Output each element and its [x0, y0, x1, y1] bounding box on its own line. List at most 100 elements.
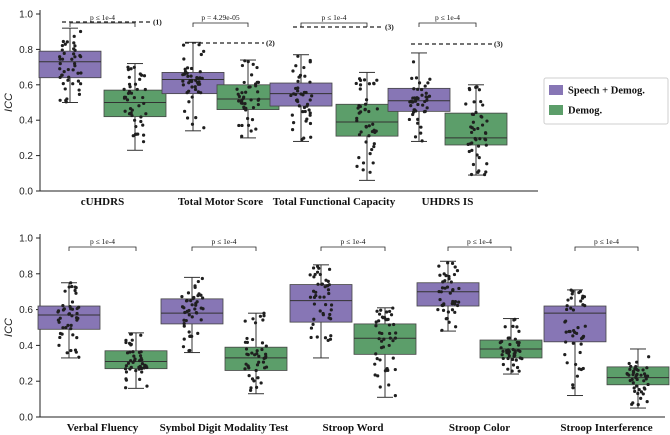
data-point: [188, 348, 192, 353]
data-point: [245, 336, 249, 341]
data-point: [416, 96, 420, 101]
data-point: [565, 361, 569, 365]
data-point: [320, 282, 324, 286]
data-point: [75, 311, 79, 316]
data-point: [485, 162, 489, 166]
data-point: [628, 367, 632, 371]
data-point: [375, 309, 379, 313]
data-point: [182, 337, 186, 341]
data-point: [124, 338, 128, 342]
box-demog: [606, 366, 670, 386]
data-point: [60, 48, 64, 52]
data-point: [126, 65, 130, 69]
data-point: [474, 85, 478, 89]
data-point: [138, 77, 142, 81]
data-point: [629, 364, 633, 369]
data-point: [468, 88, 472, 92]
data-point: [301, 93, 305, 97]
significance-bracket: [300, 22, 368, 27]
significance-bracket: [192, 22, 249, 27]
data-point: [73, 48, 77, 52]
data-point: [569, 296, 573, 300]
data-point: [63, 289, 67, 293]
p-value-label: p ≤ 1e-4: [341, 237, 366, 246]
data-point: [483, 131, 488, 135]
data-point: [453, 300, 458, 304]
data-point: [140, 361, 145, 366]
data-point: [425, 106, 429, 110]
data-point: [76, 71, 80, 75]
data-point: [361, 161, 366, 165]
data-point: [455, 269, 460, 273]
data-point: [308, 113, 312, 117]
data-point: [472, 100, 476, 104]
data-point: [510, 369, 514, 373]
data-point: [511, 363, 516, 367]
data-point: [357, 111, 361, 115]
data-point: [514, 358, 518, 362]
y-tick-label: 0.6: [19, 305, 33, 316]
data-point: [579, 342, 583, 346]
y-tick-label: 0.2: [19, 151, 33, 162]
data-point: [79, 71, 83, 75]
data-point: [76, 79, 81, 83]
data-point: [69, 281, 73, 285]
data-point: [633, 367, 637, 371]
data-point: [138, 358, 142, 363]
data-point: [503, 325, 507, 329]
data-point: [579, 336, 584, 341]
data-point: [391, 356, 395, 360]
data-point: [578, 350, 582, 355]
data-point: [455, 303, 460, 308]
data-point: [645, 366, 649, 370]
data-point: [237, 99, 241, 103]
significance-bracket: [191, 246, 257, 251]
data-point: [583, 324, 587, 328]
data-point: [58, 55, 62, 59]
data-point: [185, 66, 190, 70]
data-point: [446, 310, 450, 314]
data-point: [635, 360, 639, 364]
data-point: [74, 291, 78, 295]
data-point: [327, 291, 331, 296]
data-point: [124, 364, 129, 368]
data-point: [422, 110, 427, 114]
data-point: [202, 49, 206, 53]
data-point: [325, 284, 330, 288]
data-point: [254, 84, 258, 88]
data-point: [202, 126, 206, 130]
data-point: [467, 149, 471, 154]
data-point: [251, 106, 256, 110]
data-point: [124, 370, 129, 374]
data-point: [410, 76, 414, 80]
data-point: [633, 389, 637, 393]
data-point: [392, 322, 396, 327]
data-point: [197, 292, 201, 296]
data-point: [367, 82, 372, 86]
data-point: [60, 57, 65, 61]
data-point: [257, 354, 261, 358]
data-point: [145, 384, 149, 388]
data-point: [416, 87, 420, 91]
data-point: [182, 322, 186, 326]
data-point: [437, 264, 441, 268]
data-point: [296, 99, 300, 104]
data-point: [67, 285, 71, 289]
data-point: [447, 277, 451, 281]
data-point: [300, 137, 304, 142]
data-point: [135, 87, 139, 92]
data-point: [141, 95, 145, 100]
data-point: [260, 341, 265, 345]
data-point: [142, 366, 146, 370]
data-point: [440, 303, 444, 307]
data-point: [70, 284, 74, 289]
p-value-label: p ≤ 1e-4: [212, 237, 237, 246]
data-point: [565, 304, 569, 308]
data-point: [571, 334, 575, 338]
data-point: [303, 74, 307, 78]
data-point: [188, 334, 193, 338]
data-point: [464, 102, 468, 106]
data-point: [71, 68, 75, 72]
data-point: [411, 100, 415, 104]
data-point: [126, 68, 130, 72]
